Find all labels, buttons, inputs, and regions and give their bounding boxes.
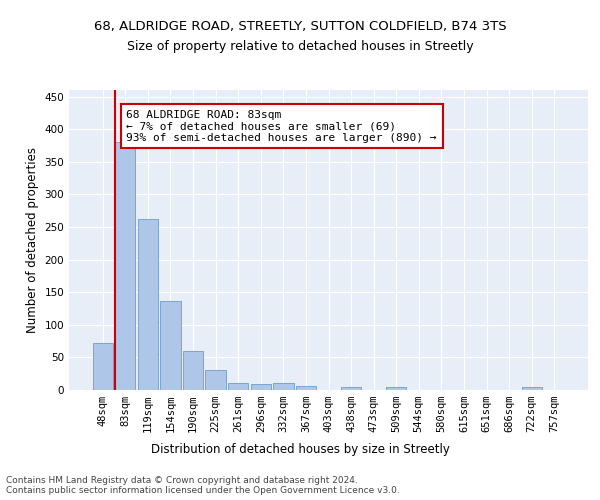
Bar: [228, 383, 248, 390]
Bar: [138, 219, 158, 390]
Bar: [115, 142, 136, 390]
Text: Size of property relative to detached houses in Streetly: Size of property relative to detached ho…: [127, 40, 473, 53]
Bar: [183, 351, 203, 390]
Bar: [273, 383, 293, 390]
Bar: [521, 386, 542, 390]
Bar: [160, 302, 181, 390]
Y-axis label: Number of detached properties: Number of detached properties: [26, 147, 39, 333]
Bar: [251, 384, 271, 390]
Bar: [205, 370, 226, 390]
Text: 68, ALDRIDGE ROAD, STREETLY, SUTTON COLDFIELD, B74 3TS: 68, ALDRIDGE ROAD, STREETLY, SUTTON COLD…: [94, 20, 506, 33]
Bar: [386, 388, 406, 390]
Text: Distribution of detached houses by size in Streetly: Distribution of detached houses by size …: [151, 442, 449, 456]
Bar: [341, 386, 361, 390]
Text: Contains HM Land Registry data © Crown copyright and database right 2024.
Contai: Contains HM Land Registry data © Crown c…: [6, 476, 400, 495]
Bar: [92, 343, 113, 390]
Bar: [296, 386, 316, 390]
Text: 68 ALDRIDGE ROAD: 83sqm
← 7% of detached houses are smaller (69)
93% of semi-det: 68 ALDRIDGE ROAD: 83sqm ← 7% of detached…: [127, 110, 437, 143]
